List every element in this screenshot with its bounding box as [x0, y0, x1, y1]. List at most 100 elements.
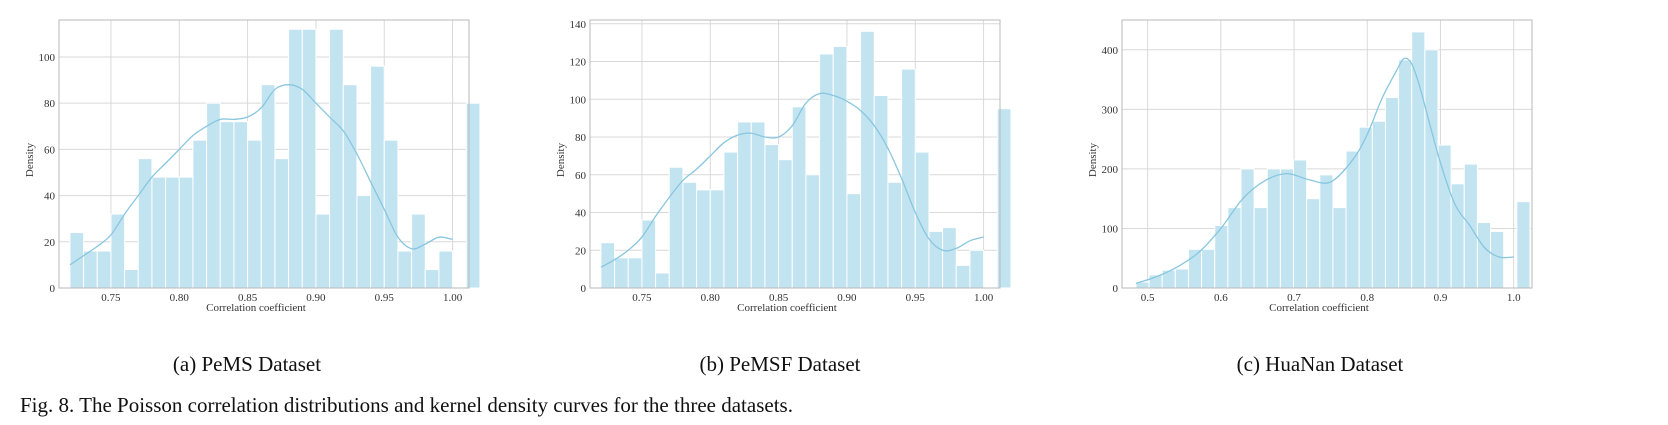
histogram-bar	[1214, 224, 1229, 289]
histogram-bar	[247, 139, 262, 289]
figure-caption: Fig. 8. The Poisson correlation distribu…	[20, 393, 793, 417]
x-tick-label: 0.95	[375, 292, 395, 304]
histogram-bar	[655, 272, 670, 289]
histogram-bar	[192, 139, 208, 289]
histogram-bar	[206, 102, 221, 289]
axes-frame	[58, 19, 470, 289]
x-tick-label: 0.85	[769, 292, 789, 304]
y-axis-label: Density	[555, 142, 567, 177]
histogram-bar	[1358, 126, 1373, 289]
histogram-bar	[1384, 96, 1400, 289]
axes-frame	[589, 19, 1001, 289]
subcaption-huanan: (c) HuaNan Dataset	[1236, 352, 1404, 376]
y-tick-label: 0	[1113, 283, 1119, 295]
histogram-bar	[1424, 49, 1439, 289]
histogram-bar	[996, 108, 1012, 289]
histogram-bar	[1516, 201, 1531, 289]
histogram-bar	[178, 176, 194, 289]
histogram-bar	[438, 250, 454, 289]
x-tick-label: 0.85	[238, 292, 258, 304]
histogram-bar	[928, 230, 944, 289]
histogram-bar	[342, 84, 358, 289]
x-axis-label: Correlation coefficient	[206, 302, 306, 314]
histogram-bar	[1279, 168, 1295, 289]
histogram-bar	[1201, 248, 1216, 289]
histogram-bar	[750, 121, 766, 289]
y-tick-label: 140	[570, 19, 587, 31]
y-tick-label: 40	[44, 191, 56, 203]
histogram-bar	[955, 264, 971, 289]
histogram-bar	[887, 181, 903, 289]
kde-curve	[1135, 57, 1514, 284]
x-tick-label: 0.6	[1214, 292, 1228, 304]
histogram-bar	[1398, 59, 1413, 289]
subcaption-pemsf: (b) PeMSF Dataset	[699, 352, 861, 376]
chart-panel-pems: 0.75 0.80 0.85 0.90 0.95 1.00 0 20 40 60 80 100 Corr…	[22, 0, 492, 330]
x-tick-label: 1.00	[974, 292, 994, 304]
subcaption-pems: (a) PeMS Dataset	[172, 352, 322, 376]
histogram-bar	[846, 193, 862, 289]
y-tick-label: 60	[44, 144, 56, 156]
x-tick-label: 0.5	[1141, 292, 1155, 304]
histogram-bar	[301, 28, 317, 289]
y-tick-label: 100	[39, 52, 56, 64]
y-tick-label: 60	[575, 170, 587, 182]
histogram-bar	[764, 144, 780, 289]
histogram-bar	[723, 151, 739, 289]
histogram-bar	[233, 121, 249, 289]
histogram-bar	[411, 213, 426, 289]
histogram-bar	[424, 269, 440, 289]
kde-curve	[600, 92, 984, 268]
x-tick-label: 0.80	[170, 292, 190, 304]
histogram-bar	[370, 65, 385, 289]
histogram-bar	[1411, 31, 1426, 289]
x-tick-label: 0.75	[632, 292, 652, 304]
histogram-bar	[397, 250, 413, 289]
y-tick-label: 200	[1102, 164, 1119, 176]
axes-frame	[1121, 19, 1533, 289]
x-tick-label: 0.7	[1287, 292, 1301, 304]
x-axis-label: Correlation coefficient	[1269, 302, 1369, 314]
histogram-bar	[1227, 207, 1242, 289]
histogram-bar	[83, 250, 98, 289]
histogram-bar	[1332, 207, 1347, 289]
histogram-bar	[465, 102, 481, 289]
histogram-bar	[901, 68, 916, 289]
histogram-bar	[1319, 174, 1334, 289]
y-tick-label: 80	[44, 98, 56, 110]
histogram-bar	[288, 28, 303, 289]
histogram-bar	[668, 166, 684, 289]
y-tick-label: 100	[570, 94, 587, 106]
histogram-bar	[151, 176, 167, 289]
histogram-bar	[165, 176, 180, 289]
histogram-bar	[1490, 230, 1505, 289]
y-tick-label: 0	[581, 283, 587, 295]
x-tick-label: 0.80	[701, 292, 721, 304]
histogram-bar	[329, 28, 344, 289]
y-tick-label: 400	[1102, 45, 1119, 57]
histogram-bar	[260, 84, 276, 289]
chart-pems: 0.75 0.80 0.85 0.90 0.95 1.00 0 20 40 60 80 100 Corr…	[24, 19, 481, 314]
histogram-bar	[1253, 207, 1268, 289]
y-axis-label: Density	[24, 142, 36, 177]
y-tick-label: 20	[575, 245, 587, 257]
histogram-bar	[860, 30, 875, 289]
histogram-bar	[1476, 221, 1492, 289]
histogram-bar	[1345, 150, 1360, 289]
chart-panel-pemsf: 0.75 0.80 0.85 0.90 0.95 1.00 0 20 40 60 80 100 120 1…	[553, 0, 1023, 330]
y-axis-label: Density	[1087, 142, 1099, 177]
histogram-bar	[1437, 144, 1452, 289]
histogram-bar	[819, 53, 834, 289]
x-tick-label: 1.00	[443, 292, 463, 304]
x-tick-label: 0.90	[837, 292, 857, 304]
x-tick-label: 0.9	[1434, 292, 1448, 304]
y-tick-label: 300	[1102, 104, 1119, 116]
histogram-bar	[832, 45, 848, 289]
histogram-bar	[778, 159, 793, 289]
y-tick-label: 80	[575, 132, 587, 144]
histogram-bar	[274, 158, 290, 289]
histogram-bar	[627, 257, 643, 289]
histogram-bar	[914, 151, 930, 289]
histogram-bar	[219, 121, 235, 289]
chart-pemsf: 0.75 0.80 0.85 0.90 0.95 1.00 0 20 40 60 80 100 120 1…	[555, 19, 1012, 314]
